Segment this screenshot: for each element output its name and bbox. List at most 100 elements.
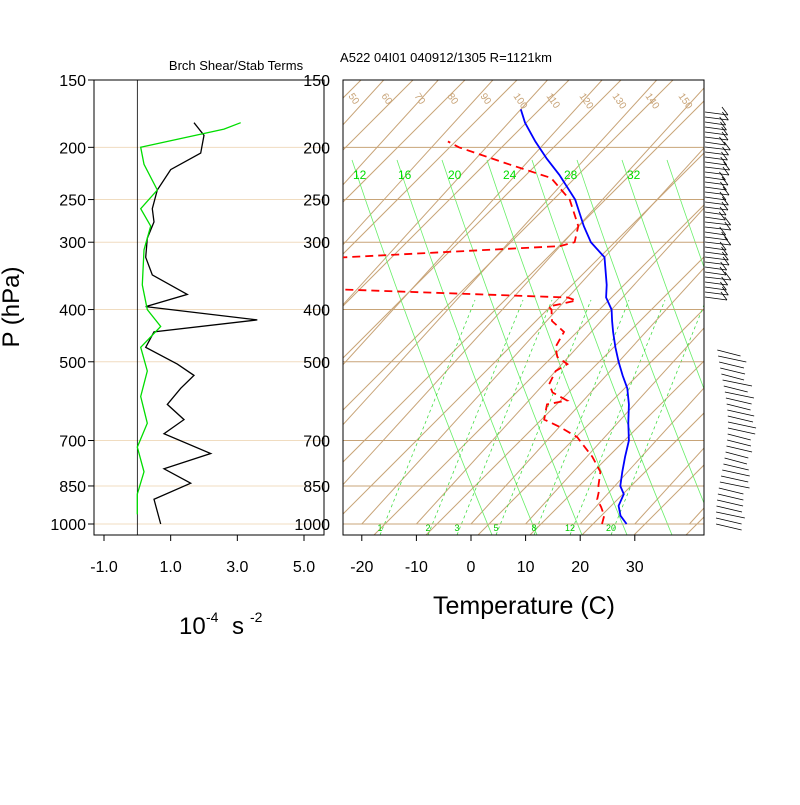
- theta-label: 80: [445, 91, 461, 107]
- skewt-panel-frame: [342, 79, 705, 536]
- wind-barb: [704, 236, 728, 241]
- left-x-tick-label: 5.0: [293, 559, 315, 576]
- wind-barb-flag: [722, 111, 729, 121]
- wind-barb-flag: [718, 211, 726, 221]
- shear-term-line: [144, 122, 258, 525]
- wind-barb: [722, 469, 750, 477]
- mixing-ratio-line: [379, 299, 476, 535]
- theta-e-label: 20: [448, 168, 462, 182]
- wind-barb: [704, 291, 729, 296]
- wind-barb: [704, 206, 728, 211]
- dry-adiabat-line: [477, 308, 704, 535]
- pressure-tick-label: 500: [59, 355, 86, 372]
- wind-barbs: [704, 106, 757, 531]
- theta-label: 70: [412, 91, 428, 107]
- mixing-ratio-label: 2: [425, 523, 430, 533]
- wind-barb: [704, 161, 727, 166]
- wind-barb: [704, 271, 727, 276]
- wind-barb: [704, 171, 729, 176]
- pressure-tick-label: 200: [303, 140, 330, 157]
- wind-barb-flag: [721, 131, 729, 141]
- wind-barb: [717, 349, 741, 357]
- pressure-tick-label: 200: [59, 140, 86, 157]
- isotherm-line: [343, 80, 439, 186]
- wind-barb: [726, 403, 751, 411]
- left-x-tick-label: -1.0: [90, 559, 118, 576]
- pressure-tick-label: 150: [59, 73, 86, 90]
- wind-barb-flag: [721, 126, 728, 136]
- wind-barb: [723, 463, 749, 471]
- wind-barb-flag: [722, 166, 730, 176]
- wind-barb: [721, 373, 745, 381]
- wind-barb: [718, 487, 744, 495]
- wind-barb: [704, 196, 727, 201]
- wind-barb-flag: [719, 116, 727, 126]
- isotherm-line: [361, 147, 704, 525]
- wind-barb: [723, 385, 748, 393]
- dry-adiabat-line: [343, 80, 570, 307]
- mixing-ratio-line: [427, 299, 524, 535]
- wind-barb-flag: [723, 141, 731, 151]
- wind-barb-flag: [721, 286, 729, 296]
- skewt-series: [343, 109, 630, 525]
- wind-barb: [704, 156, 728, 161]
- pressure-tick-label: 850: [59, 479, 86, 496]
- isotherm-line: [470, 267, 704, 525]
- wind-barb: [704, 211, 727, 216]
- dry-adiabat-line: [343, 80, 674, 411]
- isotherm-line: [416, 207, 704, 525]
- wind-barb: [704, 261, 730, 266]
- wind-barb-flag: [721, 276, 728, 286]
- wind-barb-flag: [720, 121, 727, 131]
- y-axis-label: P (hPa): [0, 267, 25, 348]
- wind-barb: [719, 361, 745, 369]
- theta-label: 110: [544, 91, 562, 111]
- mixing-ratio-line: [495, 299, 592, 535]
- skewt-x-tick-labels: -20 -10 0 10 20 30: [350, 535, 644, 576]
- isotherm-line: [0, 80, 329, 524]
- dry-adiabat-line: [343, 80, 466, 203]
- wind-barb-flag: [720, 261, 728, 271]
- theta-e-label: 32: [627, 168, 641, 182]
- pressure-tick-label: 850: [303, 479, 330, 496]
- isotherm-line: [343, 80, 658, 426]
- wind-barb: [704, 176, 726, 181]
- left-x-tick-label: 1.0: [160, 559, 182, 576]
- wind-barb: [720, 367, 746, 375]
- left-pressure-tick-labels: 150 200 250 300 400 500 700 850 1000: [50, 73, 94, 534]
- isotherm-line: [343, 80, 548, 306]
- wind-barb: [704, 136, 729, 141]
- wind-barb-flag: [724, 221, 732, 231]
- left-panel-series: [136, 122, 258, 525]
- wind-barb: [704, 141, 726, 146]
- pressure-tick-label: 1000: [50, 517, 86, 534]
- moist-adiabat-line: [396, 159, 538, 535]
- mixing-ratio-label: 12: [565, 523, 575, 533]
- wind-barb-flag: [722, 196, 729, 206]
- dewpoint-line: [343, 140, 606, 525]
- wind-barb: [704, 241, 731, 246]
- x-axis-label: Temperature (C): [433, 592, 615, 620]
- wind-barb: [704, 266, 727, 271]
- wind-barb: [724, 391, 755, 399]
- mixing-ratio-line: [456, 299, 553, 535]
- wind-barb-flag: [720, 281, 727, 291]
- wind-barb-flag: [721, 231, 728, 241]
- pressure-tick-label: 400: [303, 303, 330, 320]
- mixing-ratio-label: 20: [606, 523, 616, 533]
- wind-barb-flag: [721, 106, 729, 116]
- wind-barb: [704, 126, 727, 131]
- temperature-tick-label: -10: [405, 559, 428, 576]
- wind-barb-flag: [723, 161, 731, 171]
- left-unit-label: 10 -4 s -2: [179, 609, 263, 640]
- unit-exponent-2: -2: [250, 609, 263, 625]
- wind-barb-flag: [720, 181, 727, 191]
- temperature-tick-label: 10: [517, 559, 535, 576]
- temperature-tick-label: -20: [350, 559, 373, 576]
- pressure-tick-label: 1000: [294, 517, 330, 534]
- isotherm-line: [579, 387, 704, 525]
- wind-barb-flag: [719, 136, 726, 146]
- wind-barb: [727, 415, 754, 423]
- skewt-panel-title: A522 04I01 040912/1305 R=1121km: [340, 50, 552, 65]
